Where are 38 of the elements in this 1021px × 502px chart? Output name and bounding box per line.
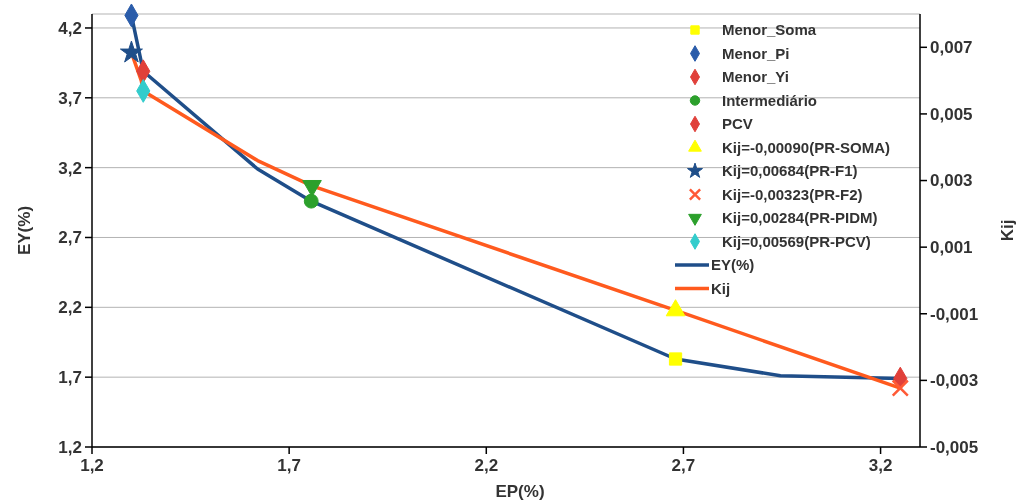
x-tick-label: 2,7 bbox=[671, 456, 696, 475]
y-tick-label: 4,2 bbox=[58, 18, 82, 38]
point bbox=[303, 193, 319, 209]
x-tick-label: 3,2 bbox=[868, 456, 893, 475]
y2-tick-label: -0,005 bbox=[930, 437, 979, 457]
x-axis-title: EP(%) bbox=[495, 482, 545, 501]
legend-label: Kij=-0,00323(PR-F2) bbox=[722, 185, 863, 203]
y-tick-label: 1,7 bbox=[58, 368, 82, 388]
legend-label: EY(%) bbox=[711, 256, 755, 274]
legend-label: Kij=-0,00090(PR-SOMA) bbox=[722, 138, 890, 156]
legend-label: Menor_Pi bbox=[722, 44, 790, 62]
legend-label: Menor_Soma bbox=[722, 21, 817, 39]
y2-tick-label: 0,007 bbox=[930, 38, 973, 58]
y-tick-label: 1,2 bbox=[58, 437, 82, 457]
legend-label: PCV bbox=[722, 115, 753, 133]
y2-tick-label: -0,001 bbox=[930, 304, 979, 324]
point bbox=[119, 40, 143, 63]
legend-label: Menor_Yi bbox=[722, 68, 789, 86]
x-tick-label: 2,2 bbox=[474, 456, 499, 475]
y-tick-label: 3,2 bbox=[58, 158, 82, 178]
x-tick-label: 1,2 bbox=[80, 456, 104, 475]
y2-tick-label: 0,003 bbox=[930, 171, 973, 191]
y-tick-label: 2,7 bbox=[58, 228, 82, 248]
y2-tick-label: 0,005 bbox=[930, 104, 973, 124]
point bbox=[891, 379, 910, 397]
y-tick-label: 3,7 bbox=[58, 88, 82, 108]
y2-tick-label: -0,003 bbox=[930, 371, 979, 391]
legend-label: Intermediário bbox=[722, 91, 818, 109]
y-axis-title: EY(%) bbox=[15, 205, 34, 256]
point bbox=[668, 352, 683, 366]
legend-label: Kij bbox=[711, 279, 731, 297]
y2-tick-label: 0,001 bbox=[930, 238, 973, 258]
legend-label: Kij=0,00684(PR-F1) bbox=[722, 162, 858, 180]
legend-label: Kij=0,00284(PR-PIDM) bbox=[722, 209, 878, 227]
y2-axis-title: Kij bbox=[998, 219, 1017, 242]
y-tick-label: 2,2 bbox=[58, 298, 82, 318]
legend-label: Kij=0,00569(PR-PCV) bbox=[722, 232, 871, 250]
x-tick-label: 1,7 bbox=[277, 456, 301, 475]
